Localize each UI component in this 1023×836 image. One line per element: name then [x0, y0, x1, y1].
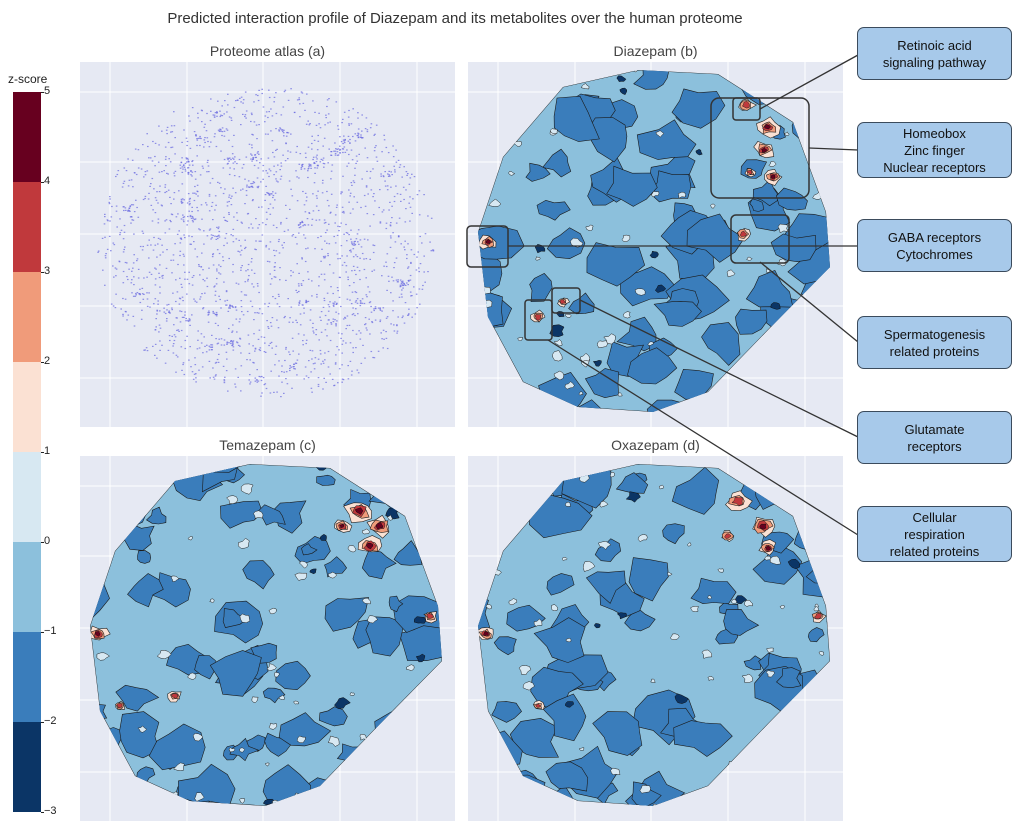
proteome-atlas-scatter — [80, 62, 455, 427]
connector-spermato — [759, 261, 859, 343]
callout-retinoic: Retinoic acid signaling pathway — [857, 27, 1012, 80]
colorbar-tick-label: 2 — [44, 355, 51, 367]
scatter-svg — [80, 62, 455, 427]
colorbar-tick-label: −3 — [44, 805, 57, 817]
panel-b-title: Diazepam (b) — [613, 43, 698, 59]
panel-c-title: Temazepam (c) — [219, 437, 316, 453]
colorbar-tick-mark — [41, 272, 44, 273]
colorbar-segment — [13, 632, 41, 722]
connector-homeobox — [808, 147, 859, 151]
colorbar-tick-label: −2 — [44, 715, 57, 727]
connector-cellular — [547, 339, 859, 536]
colorbar-segment — [13, 272, 41, 362]
callout-cellular: Cellular respiration related proteins — [857, 506, 1012, 562]
callout-gaba: GABA receptors Cytochromes — [857, 219, 1012, 272]
colorbar-tick-label: 3 — [44, 265, 51, 277]
colorbar-tick-mark — [41, 632, 44, 633]
colorbar-tick-mark — [41, 452, 44, 453]
callout-spermato: Spermatogenesis related proteins — [857, 316, 1012, 369]
colorbar-tick-label: 1 — [44, 445, 51, 457]
panel-a-title: Proteome atlas (a) — [209, 43, 326, 59]
colorbar-tick-mark — [41, 542, 44, 543]
colorbar — [13, 92, 41, 812]
heatmap-svg — [80, 456, 455, 821]
connector-glutamate — [579, 299, 859, 438]
highlight-box-gaba-left — [466, 225, 509, 268]
colorbar-segment — [13, 92, 41, 182]
colorbar-segment — [13, 542, 41, 632]
highlight-box-retinoic — [732, 97, 761, 121]
highlight-box-glutamate — [551, 287, 581, 314]
colorbar-segment — [13, 362, 41, 452]
diazepam-heatmap — [468, 62, 843, 427]
temazepam-heatmap — [80, 456, 455, 821]
heatmap-svg — [468, 456, 843, 821]
colorbar-tick-mark — [41, 92, 44, 93]
colorbar-tick-mark — [41, 182, 44, 183]
figure-title: Predicted interaction profile of Diazepa… — [167, 10, 743, 27]
panel-d-title: Oxazepam (d) — [611, 437, 700, 453]
oxazepam-heatmap — [468, 456, 843, 821]
grid-lines — [80, 62, 455, 427]
highlight-box-gaba-right — [730, 214, 790, 264]
colorbar-tick-label: 4 — [44, 175, 51, 187]
highlight-box-cellular — [524, 299, 553, 341]
colorbar-segment — [13, 182, 41, 272]
colorbar-tick-label: −1 — [44, 625, 57, 637]
connector-retinoic — [759, 54, 859, 110]
callout-homeobox: Homeobox Zinc finger Nuclear receptors — [857, 122, 1012, 178]
protein-points — [97, 88, 435, 398]
colorbar-tick-mark — [41, 722, 44, 723]
colorbar-tick-mark — [41, 812, 44, 813]
colorbar-tick-label: 5 — [44, 85, 51, 97]
callout-glutamate: Glutamate receptors — [857, 411, 1012, 464]
colorbar-tick-mark — [41, 362, 44, 363]
colorbar-tick-label: 0 — [44, 535, 51, 547]
colorbar-title: z-score — [8, 72, 48, 86]
colorbar-segment — [13, 722, 41, 812]
colorbar-segment — [13, 452, 41, 542]
